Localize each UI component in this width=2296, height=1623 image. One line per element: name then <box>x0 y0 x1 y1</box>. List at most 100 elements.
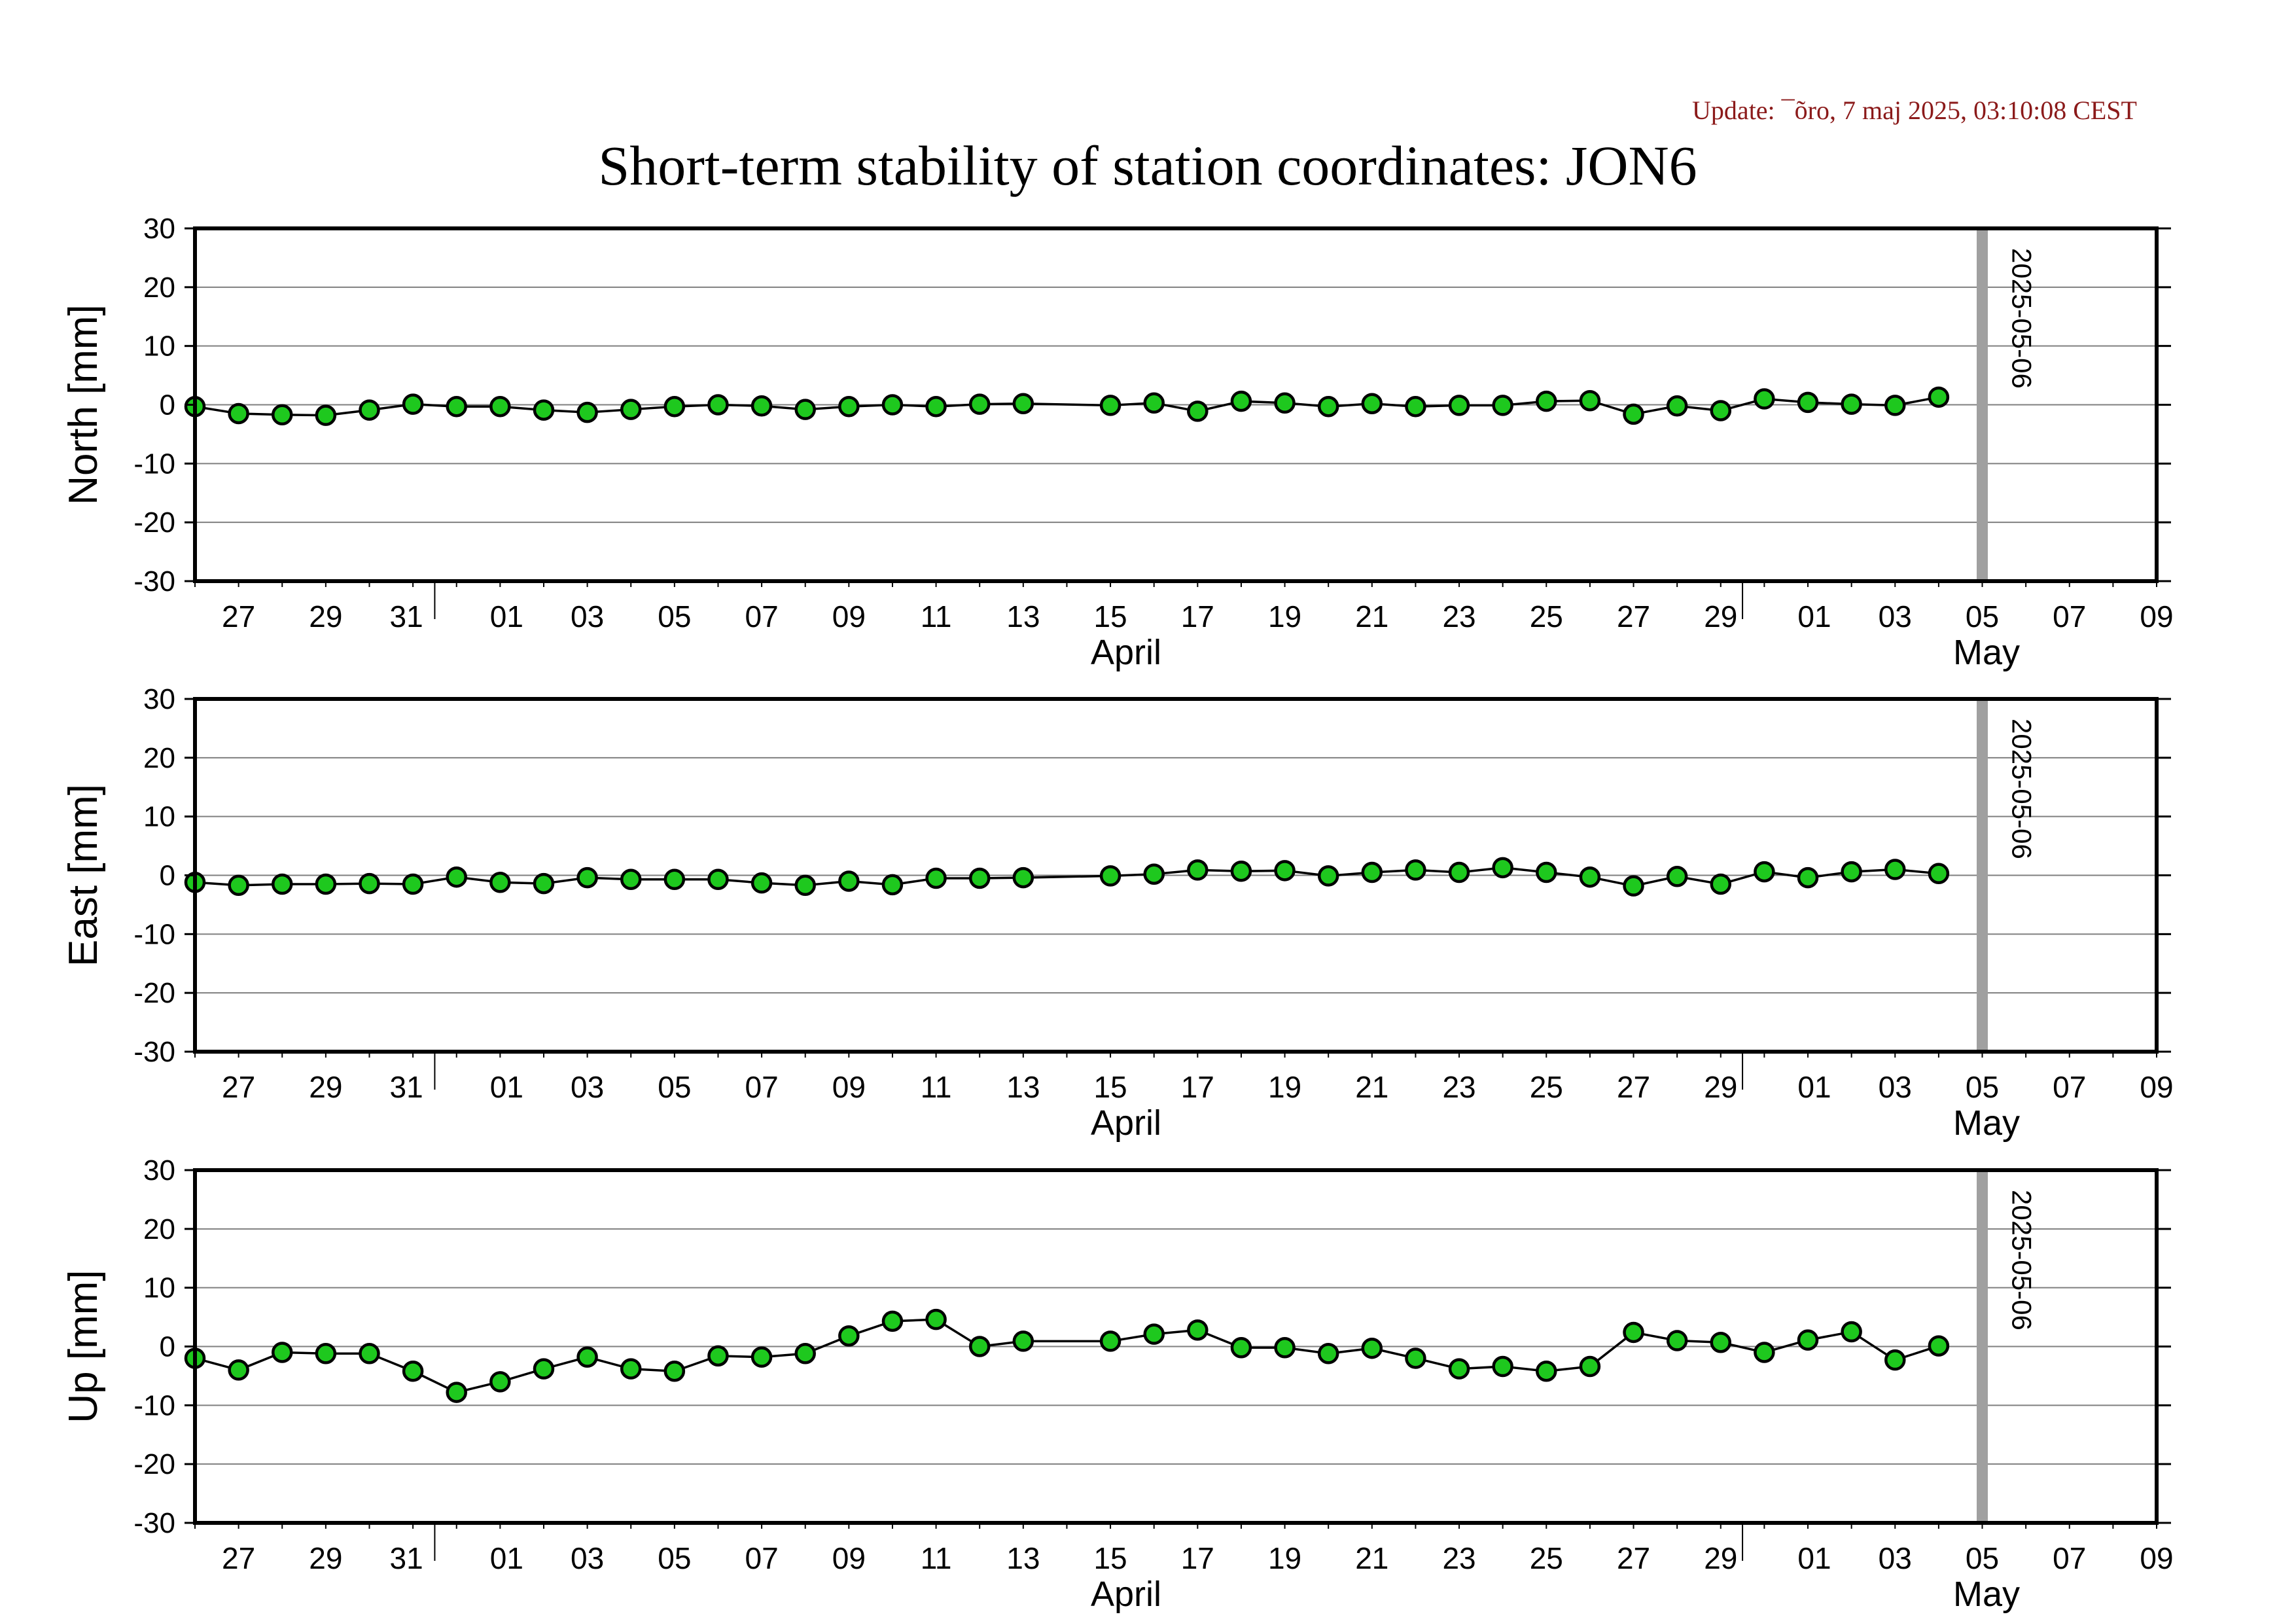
x-tick-label: 05 <box>658 599 691 633</box>
data-point <box>1012 866 1034 889</box>
data-point <box>1448 861 1470 883</box>
x-tick-label: 03 <box>571 1541 604 1575</box>
y-tick-label: -10 <box>133 1389 175 1421</box>
data-point <box>1623 1321 1644 1344</box>
x-tick-label: 21 <box>1355 599 1388 633</box>
x-tick-label: 23 <box>1442 1541 1475 1575</box>
data-point <box>968 1336 991 1357</box>
x-tick-label: 31 <box>390 599 423 633</box>
data-point <box>881 1310 904 1332</box>
data-point <box>1841 1321 1862 1343</box>
data-point <box>881 874 904 896</box>
data-point <box>315 873 337 895</box>
data-point <box>1492 1355 1513 1378</box>
data-point <box>533 872 555 895</box>
x-tick-label: 07 <box>2053 1070 2086 1104</box>
y-tick-label: 30 <box>143 683 175 715</box>
data-point <box>1841 861 1862 883</box>
data-point <box>576 401 598 423</box>
x-tick-label: 17 <box>1181 1070 1214 1104</box>
data-point <box>315 404 337 426</box>
marker-date-label: 2025-05-06 <box>2007 719 2038 859</box>
x-tick-label: 27 <box>222 599 255 633</box>
data-point <box>1754 1342 1775 1363</box>
x-tick-label: 21 <box>1355 1541 1388 1575</box>
x-tick-label: 09 <box>2140 599 2173 633</box>
data-point <box>1928 863 1950 885</box>
y-tick-label: -20 <box>133 507 175 539</box>
data-point <box>1623 875 1644 897</box>
x-tick-label: 13 <box>1006 1541 1040 1575</box>
data-point <box>1448 395 1470 416</box>
data-point <box>838 1325 860 1347</box>
data-point <box>1143 392 1165 414</box>
data-point <box>925 867 947 889</box>
data-point <box>1274 860 1296 882</box>
data-point <box>359 399 380 421</box>
data-point <box>489 1371 511 1393</box>
data-point <box>1841 393 1862 415</box>
data-point <box>838 395 860 418</box>
data-point <box>1579 1355 1601 1378</box>
data-point <box>1666 1330 1688 1351</box>
data-point <box>489 395 511 418</box>
x-tick-label: 09 <box>2140 1070 2173 1104</box>
data-point <box>707 394 729 416</box>
data-point <box>751 395 773 417</box>
data-point <box>794 874 816 897</box>
x-tick-label: 07 <box>745 1070 779 1104</box>
y-axis-label: Up [mm] <box>61 1270 106 1423</box>
x-tick-label: 09 <box>832 1541 866 1575</box>
x-tick-label: 29 <box>309 1070 342 1104</box>
x-tick-label: 03 <box>1879 599 1912 633</box>
y-tick-label: -20 <box>133 977 175 1009</box>
month-label-april: April <box>1091 1103 1161 1143</box>
month-label-april: April <box>1091 1575 1161 1614</box>
month-label-may: May <box>1953 1103 2020 1143</box>
data-point <box>925 395 947 418</box>
y-tick-label: 10 <box>143 1272 175 1304</box>
data-point <box>1317 1343 1339 1364</box>
x-tick-label: 21 <box>1355 1070 1388 1104</box>
x-tick-label: 15 <box>1093 599 1127 633</box>
y-tick-label: 20 <box>143 272 175 304</box>
x-tick-label: 05 <box>1966 1070 1999 1104</box>
y-tick-label: -30 <box>133 1507 175 1539</box>
x-tick-label: 27 <box>222 1070 255 1104</box>
x-tick-label: 07 <box>745 599 779 633</box>
data-point <box>1797 391 1819 414</box>
data-point <box>968 867 991 889</box>
data-point <box>794 1343 816 1364</box>
x-tick-label: 23 <box>1442 599 1475 633</box>
data-point <box>1317 395 1339 418</box>
x-tick-label: 07 <box>2053 599 2086 633</box>
data-point <box>228 1359 249 1381</box>
data-point <box>1143 863 1165 885</box>
data-point <box>663 868 686 891</box>
x-tick-label: 05 <box>658 1070 691 1104</box>
data-point <box>1623 403 1644 425</box>
data-point <box>1230 860 1252 882</box>
data-point <box>751 1346 773 1368</box>
marker-date-label: 2025-05-06 <box>2007 248 2038 389</box>
x-tick-label: 25 <box>1530 1541 1563 1575</box>
data-point <box>1492 395 1513 416</box>
x-tick-label: 31 <box>390 1070 423 1104</box>
data-point <box>620 399 642 420</box>
data-point <box>1579 866 1601 888</box>
data-point <box>1143 1323 1165 1345</box>
data-point <box>1710 400 1732 421</box>
x-tick-label: 11 <box>921 599 952 633</box>
x-tick-label: 29 <box>1704 1070 1737 1104</box>
data-point <box>1405 1347 1426 1369</box>
update-timestamp: Update: ¯õro, 7 maj 2025, 03:10:08 CEST <box>1692 96 2137 125</box>
data-point <box>751 872 773 894</box>
x-tick-label: 05 <box>658 1541 691 1575</box>
data-point <box>1536 861 1557 883</box>
data-point <box>576 1346 598 1368</box>
data-point <box>620 1358 642 1380</box>
data-point <box>1884 1349 1906 1371</box>
